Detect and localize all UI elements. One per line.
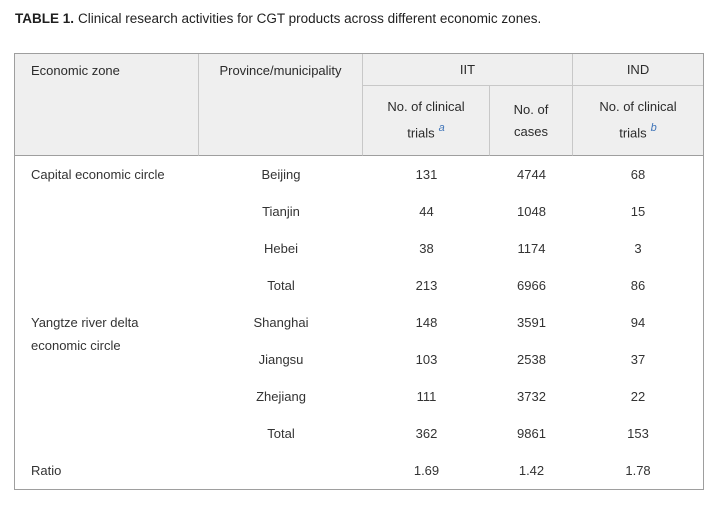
ind-trials-cell: 86	[573, 267, 704, 304]
table-row-tianjin: Tianjin 44 1048 15	[15, 193, 704, 230]
iit-cases-cell: 2538	[490, 341, 574, 378]
ind-trials-cell: 153	[573, 415, 704, 452]
province-cell	[199, 452, 363, 489]
ind-trials-cell: 1.78	[573, 452, 704, 489]
ind-trials-cell: 68	[573, 156, 704, 193]
zone-cell-yangtze: Yangtze river delta economic circle	[15, 304, 199, 452]
table-header: Economic zone Province/municipality IIT …	[15, 54, 704, 156]
iit-trials-cell: 148	[363, 304, 490, 341]
table-row-zhejiang: Zhejiang 111 3732 22	[15, 378, 704, 415]
iit-trials-cell: 213	[363, 267, 490, 304]
col-header-economic-zone: Economic zone	[15, 54, 199, 156]
ind-trials-cell: 94	[573, 304, 704, 341]
col-header-iit-trials-line1: No. of clinical	[387, 99, 465, 115]
footnote-marker-b: b	[650, 122, 657, 135]
iit-trials-cell: 103	[363, 341, 490, 378]
province-cell: Hebei	[199, 230, 363, 267]
province-cell: Total	[199, 267, 363, 304]
table-row-ratio: Ratio 1.69 1.42 1.78	[15, 452, 704, 489]
col-header-iit-cases-line2: cases	[514, 123, 548, 139]
footnote-marker-a: a	[438, 122, 445, 135]
col-header-iit-cases-line1: No. of	[513, 101, 549, 117]
col-header-iit-trials-line2: trials a	[407, 122, 445, 141]
iit-cases-cell: 1.42	[490, 452, 574, 489]
province-cell: Tianjin	[199, 193, 363, 230]
zone-cell-capital: Capital economic circle	[15, 156, 199, 304]
table-row-yangtze-total: Total 362 9861 153	[15, 415, 704, 452]
table-row-hebei: Hebei 38 1174 3	[15, 230, 704, 267]
iit-cases-cell: 4744	[490, 156, 574, 193]
col-header-ind-trials-line2: trials b	[619, 122, 657, 141]
iit-cases-cell: 1174	[490, 230, 574, 267]
iit-cases-cell: 1048	[490, 193, 574, 230]
province-cell: Total	[199, 415, 363, 452]
iit-cases-cell: 3591	[490, 304, 574, 341]
iit-trials-cell: 131	[363, 156, 490, 193]
table-caption-text: Clinical research activities for CGT pro…	[78, 11, 542, 26]
table-caption-label: TABLE 1.	[15, 11, 75, 26]
col-group-header-iit: IIT	[363, 54, 574, 86]
iit-cases-cell: 6966	[490, 267, 574, 304]
table-body: Capital economic circle Beijing 131 4744…	[15, 156, 704, 489]
table-row-shanghai: Yangtze river delta economic circle Shan…	[15, 304, 704, 452]
clinical-research-table: Economic zone Province/municipality IIT …	[15, 54, 704, 489]
iit-trials-cell: 1.69	[363, 452, 490, 489]
iit-cases-cell: 3732	[490, 378, 574, 415]
iit-trials-cell: 362	[363, 415, 490, 452]
ind-trials-cell: 15	[573, 193, 704, 230]
ind-trials-cell: 37	[573, 341, 704, 378]
col-header-ind-trials: No. of clinical trials b	[573, 86, 704, 156]
province-cell: Beijing	[199, 156, 363, 193]
province-cell: Shanghai	[199, 304, 363, 341]
iit-trials-cell: 38	[363, 230, 490, 267]
table-row-capital-total: Total 213 6966 86	[15, 267, 704, 304]
province-cell: Jiangsu	[199, 341, 363, 378]
table-row-jiangsu: Jiangsu 103 2538 37	[15, 341, 704, 378]
iit-trials-cell: 111	[363, 378, 490, 415]
iit-cases-cell: 9861	[490, 415, 574, 452]
data-table-container: Economic zone Province/municipality IIT …	[14, 53, 704, 490]
col-header-iit-trials: No. of clinical trials a	[363, 86, 490, 156]
province-cell: Zhejiang	[199, 378, 363, 415]
zone-cell-ratio: Ratio	[15, 452, 199, 489]
col-header-ind-trials-line1: No. of clinical	[599, 99, 677, 115]
iit-trials-cell: 44	[363, 193, 490, 230]
col-header-province-municipality: Province/municipality	[199, 54, 363, 156]
ind-trials-cell: 22	[573, 378, 704, 415]
table-caption: TABLE 1. Clinical research activities for…	[15, 9, 541, 28]
header-row-subcolumns: No. of clinical trials a No. of cases No.…	[15, 86, 704, 156]
ind-trials-cell: 3	[573, 230, 704, 267]
col-header-iit-cases: No. of cases	[490, 86, 574, 156]
col-group-header-ind: IND	[573, 54, 704, 86]
table-row-beijing: Capital economic circle Beijing 131 4744…	[15, 156, 704, 304]
header-row-groups: Economic zone Province/municipality IIT …	[15, 54, 704, 156]
